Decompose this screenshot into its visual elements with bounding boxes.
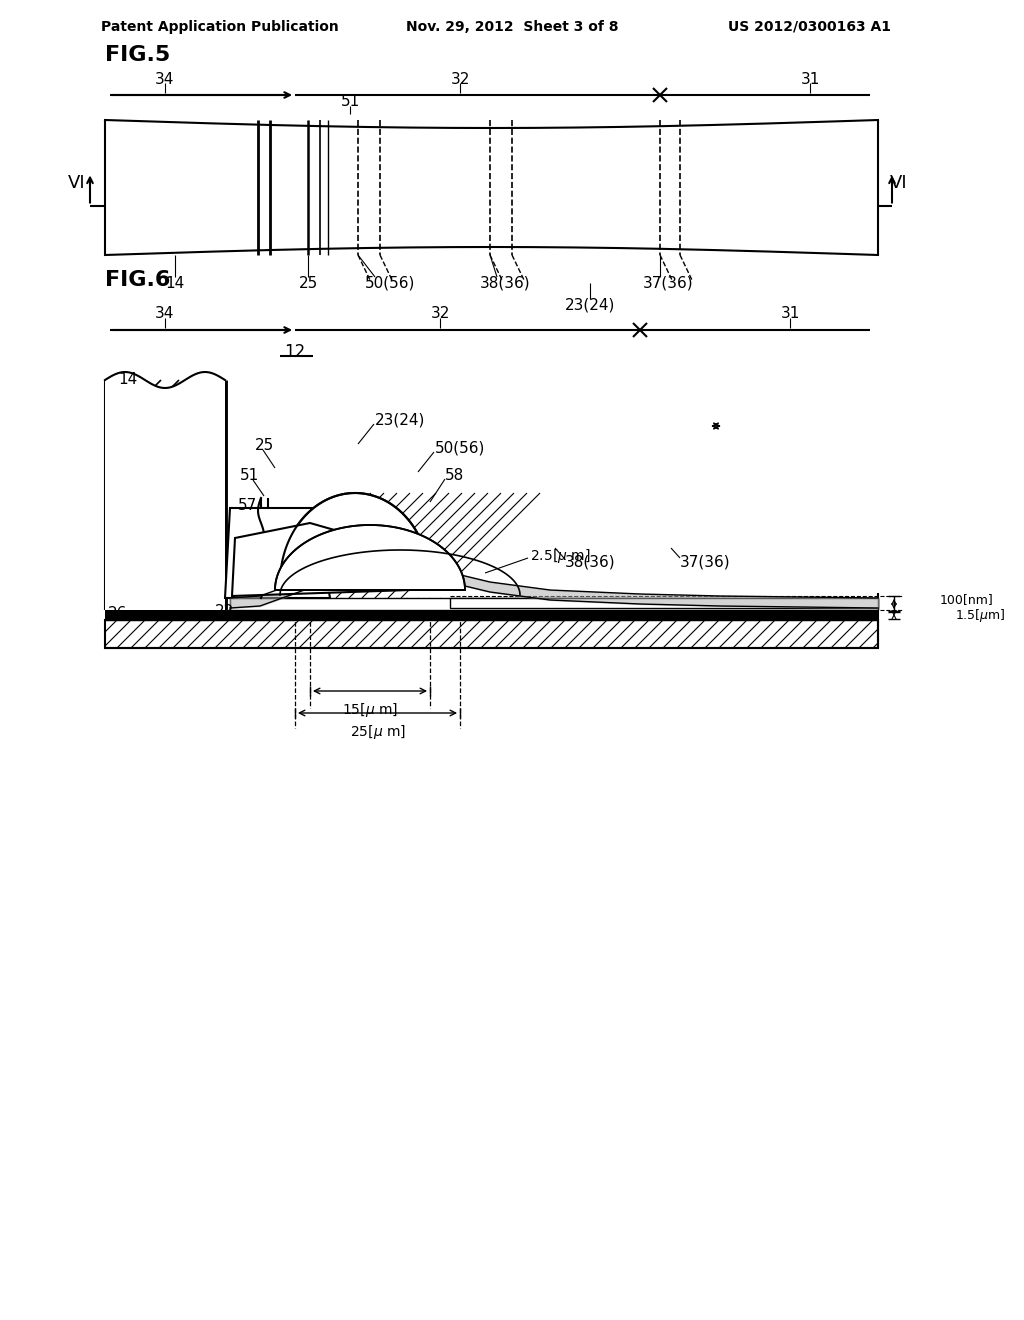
Bar: [105, 610, 878, 620]
Polygon shape: [280, 492, 430, 583]
Text: 51: 51: [240, 467, 259, 483]
Text: 25[$\mu$ m]: 25[$\mu$ m]: [350, 723, 407, 741]
Text: 22: 22: [215, 605, 234, 619]
Text: 15[$\mu$ m]: 15[$\mu$ m]: [342, 701, 398, 719]
Text: 14: 14: [165, 276, 184, 290]
Text: 25: 25: [255, 437, 274, 453]
Text: 38(36): 38(36): [479, 276, 530, 290]
Text: US 2012/0300163 A1: US 2012/0300163 A1: [728, 20, 892, 34]
Text: Nov. 29, 2012  Sheet 3 of 8: Nov. 29, 2012 Sheet 3 of 8: [406, 20, 618, 34]
Text: 1.5[$\mu$m]: 1.5[$\mu$m]: [955, 606, 1006, 623]
Text: 32: 32: [430, 306, 450, 322]
Text: 31: 31: [780, 306, 800, 322]
Text: VI: VI: [890, 174, 907, 193]
Text: Patent Application Publication: Patent Application Publication: [101, 20, 339, 34]
Text: 34: 34: [156, 306, 175, 322]
Text: 23(24): 23(24): [375, 412, 425, 428]
Text: 37(36): 37(36): [680, 554, 731, 569]
Text: 57: 57: [238, 498, 257, 512]
Text: 26: 26: [109, 606, 128, 622]
Text: FIG.5: FIG.5: [105, 45, 170, 65]
Polygon shape: [225, 508, 330, 598]
Text: 51: 51: [340, 95, 359, 110]
Text: VI: VI: [68, 174, 86, 193]
Text: 58: 58: [445, 467, 464, 483]
Bar: [105, 620, 878, 648]
Text: 50(56): 50(56): [365, 276, 415, 290]
Text: 12: 12: [285, 343, 305, 360]
Polygon shape: [232, 523, 410, 597]
Text: 23(24): 23(24): [565, 297, 615, 313]
Text: 2.5[$\mu$ m]: 2.5[$\mu$ m]: [530, 546, 591, 565]
Text: 34: 34: [156, 71, 175, 87]
Text: 25: 25: [298, 276, 317, 290]
Text: 100[nm]: 100[nm]: [940, 594, 993, 606]
Text: 31: 31: [801, 71, 819, 87]
Text: 37(36): 37(36): [643, 276, 693, 290]
Text: FIG.6: FIG.6: [105, 271, 170, 290]
Text: 50(56): 50(56): [435, 441, 485, 455]
Text: 38(36): 38(36): [565, 554, 615, 569]
Polygon shape: [105, 372, 225, 610]
Text: 14: 14: [118, 372, 137, 388]
Bar: [450, 598, 878, 609]
Polygon shape: [275, 525, 465, 590]
Text: 32: 32: [451, 71, 470, 87]
Bar: [230, 598, 878, 610]
